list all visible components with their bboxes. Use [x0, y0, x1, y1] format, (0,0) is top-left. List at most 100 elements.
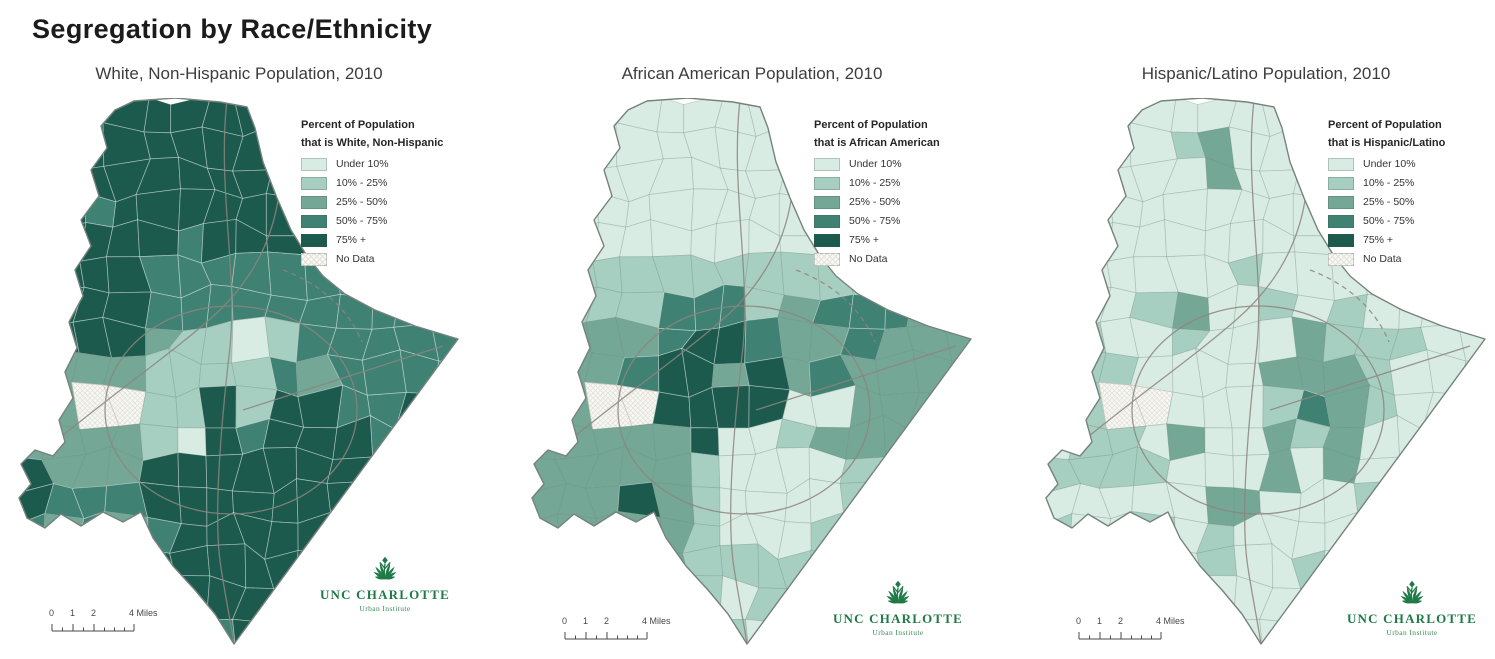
legend-label: 25% - 50% [1363, 196, 1415, 209]
legend-item: 25% - 50% [301, 195, 483, 209]
legend-label: 10% - 25% [849, 177, 901, 190]
map-legend: Percent of Population that is White, Non… [301, 116, 483, 271]
crown-leaves-icon [886, 580, 910, 604]
legend-swatch [301, 195, 327, 209]
scale-tick-label: 2 [604, 616, 610, 626]
choropleth-map-hispanic-latino [1045, 98, 1486, 645]
legend-label: 75% + [1363, 234, 1394, 247]
legend-label: No Data [849, 253, 888, 266]
legend-swatch [301, 214, 327, 228]
legend-items: Under 10% 10% - 25% 25% - 50% 50% - 75% 75% … [301, 157, 483, 266]
legend-label: 10% - 25% [1363, 177, 1415, 190]
legend-swatch [1328, 176, 1354, 190]
legend-title-line2: that is Hispanic/Latino [1328, 137, 1446, 150]
legend-item: Under 10% [814, 157, 996, 171]
legend-swatch [814, 176, 840, 190]
legend-title-line1: Percent of Population [814, 119, 928, 131]
legend-item: 10% - 25% [301, 176, 483, 190]
map-legend: Percent of Population that is Hispanic/L… [1328, 116, 1495, 271]
legend-item: Under 10% [1328, 157, 1495, 171]
legend-swatch [301, 252, 327, 266]
legend-swatch [1328, 195, 1354, 209]
scale-tick-label: 1 [70, 608, 76, 618]
unc-charlotte-logo: UNC CHARLOTTE Urban Institute [301, 556, 469, 613]
scale-end-label: 4 Miles [642, 616, 671, 626]
map-legend: Percent of Population that is African Am… [814, 116, 996, 271]
legend-title: Percent of Population that is African Am… [814, 116, 996, 152]
map-title: African American Population, 2010 [621, 64, 883, 83]
legend-swatch [814, 157, 840, 171]
legend-item: 10% - 25% [1328, 176, 1495, 190]
legend-swatch [1328, 157, 1354, 171]
legend-label: Under 10% [849, 158, 902, 171]
legend-title-line1: Percent of Population [301, 119, 415, 131]
scale-bar-labels: 0 1 2 4 Miles [49, 608, 171, 619]
legend-swatch [814, 233, 840, 247]
scale-tick-label: 0 [49, 608, 55, 618]
legend-title: Percent of Population that is White, Non… [301, 116, 483, 152]
legend-swatch [301, 233, 327, 247]
legend-swatch [814, 214, 840, 228]
legend-title-line1: Percent of Population [1328, 119, 1442, 131]
legend-label: 50% - 75% [849, 215, 901, 228]
scale-bar: 0 1 2 4 Miles [562, 616, 684, 645]
legend-swatch [1328, 214, 1354, 228]
scale-bar: 0 1 2 4 Miles [49, 608, 171, 637]
choropleth-map-white [18, 98, 459, 645]
scale-tick-label: 2 [91, 608, 97, 618]
scale-tick-label: 2 [1118, 616, 1124, 626]
legend-item: 50% - 75% [1328, 214, 1495, 228]
logo-unit: Urban Institute [872, 628, 924, 637]
scale-tick-label: 0 [562, 616, 568, 626]
legend-item: No Data [814, 252, 996, 266]
legend-label: Under 10% [1363, 158, 1416, 171]
scale-end-label: 4 Miles [1156, 616, 1185, 626]
legend-item: 50% - 75% [301, 214, 483, 228]
map-title: White, Non-Hispanic Population, 2010 [95, 64, 383, 83]
choropleth-map-african-american [531, 98, 972, 645]
legend-label: 75% + [849, 234, 880, 247]
legend-swatch [1328, 252, 1354, 266]
scale-ruler-icon [51, 624, 135, 632]
map-title: Hispanic/Latino Population, 2010 [1141, 64, 1391, 83]
legend-items: Under 10% 10% - 25% 25% - 50% 50% - 75% 75% … [814, 157, 996, 266]
legend-label: 75% + [336, 234, 367, 247]
legend-label: No Data [336, 253, 375, 266]
logo-institution: UNC CHARLOTTE [1346, 611, 1478, 626]
legend-title: Percent of Population that is Hispanic/L… [1328, 116, 1495, 152]
legend-label: 25% - 50% [849, 196, 901, 209]
logo-institution: UNC CHARLOTTE [832, 611, 964, 626]
legend-item: 75% + [1328, 233, 1495, 247]
unc-charlotte-logo: UNC CHARLOTTE Urban Institute [1328, 580, 1495, 637]
scale-ruler-icon [564, 632, 648, 640]
legend-item: 50% - 75% [814, 214, 996, 228]
legend-swatch [301, 176, 327, 190]
legend-title-line2: that is White, Non-Hispanic [301, 137, 444, 150]
scale-tick-label: 0 [1076, 616, 1082, 626]
legend-item: No Data [301, 252, 483, 266]
map-panel-hispanic-latino: Hispanic/Latino Population, 2010 Percent… [1042, 52, 1495, 659]
legend-swatch [814, 195, 840, 209]
legend-swatch [1328, 233, 1354, 247]
logo-unit: Urban Institute [1386, 628, 1438, 637]
scale-bar: 0 1 2 4 Miles [1076, 616, 1198, 645]
map-panel-african-american: African American Population, 2010 Percen… [528, 52, 998, 659]
scale-bar-labels: 0 1 2 4 Miles [562, 616, 684, 627]
legend-label: 50% - 75% [336, 215, 388, 228]
legend-item: 10% - 25% [814, 176, 996, 190]
legend-label: 25% - 50% [336, 196, 388, 209]
legend-item: 75% + [301, 233, 483, 247]
legend-label: No Data [1363, 253, 1402, 266]
legend-title-line2: that is African American [814, 137, 940, 150]
legend-swatch [814, 252, 840, 266]
legend-label: 50% - 75% [1363, 215, 1415, 228]
logo-institution: UNC CHARLOTTE [319, 587, 451, 602]
scale-bar-labels: 0 1 2 4 Miles [1076, 616, 1198, 627]
unc-charlotte-logo: UNC CHARLOTTE Urban Institute [814, 580, 982, 637]
scale-ruler-icon [1078, 632, 1162, 640]
legend-swatch [301, 157, 327, 171]
crown-leaves-icon [373, 556, 397, 580]
legend-item: 25% - 50% [814, 195, 996, 209]
scale-tick-label: 1 [1097, 616, 1103, 626]
logo-unit: Urban Institute [359, 604, 411, 613]
